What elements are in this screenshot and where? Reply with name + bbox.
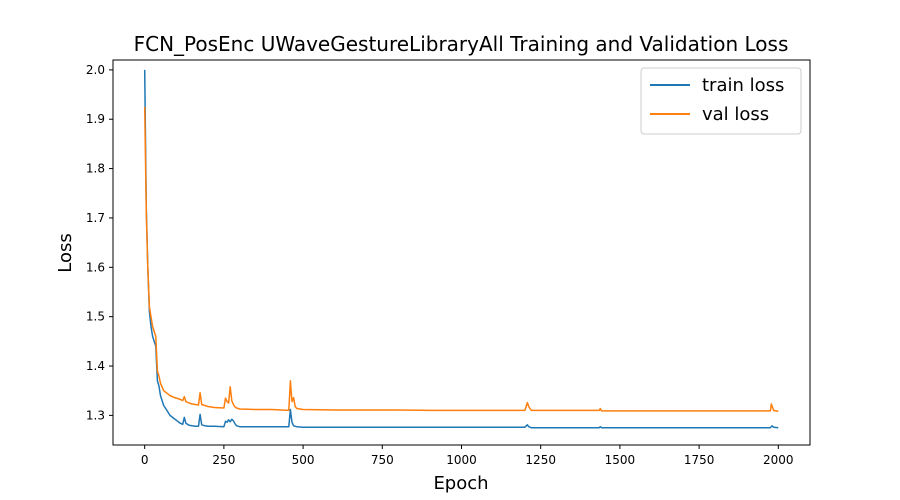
series-line-train-loss	[143, 69, 779, 429]
x-tick-label: 750	[371, 453, 394, 467]
y-tick-label: 2.0	[86, 63, 105, 77]
x-tick-label: 1250	[525, 453, 556, 467]
chart-title: FCN_PosEnc UWaveGestureLibraryAll Traini…	[134, 32, 789, 56]
y-tick-label: 1.7	[86, 211, 105, 225]
x-tick-label: 250	[212, 453, 235, 467]
legend-label-train-loss: train loss	[702, 75, 784, 96]
y-tick-label: 1.5	[86, 310, 105, 324]
y-tick-label: 1.8	[86, 162, 105, 176]
legend: train loss val loss	[640, 67, 802, 135]
y-axis-label: Loss	[55, 233, 76, 272]
y-axis: 1.3 1.4 1.5 1.6 1.7 1.8 1.9 2.0	[86, 63, 113, 422]
series-line-val-loss	[143, 106, 779, 413]
x-tick-label: 2000	[763, 453, 794, 467]
legend-label-val-loss: val loss	[702, 104, 769, 125]
x-tick-label: 500	[292, 453, 315, 467]
series-layer	[143, 69, 779, 429]
y-tick-label: 1.6	[86, 260, 105, 274]
x-tick-label: 1750	[684, 453, 715, 467]
x-axis-label: Epoch	[433, 473, 488, 494]
x-axis: 0 250 500 750 1000 1250 1500 1750 2000	[141, 445, 794, 467]
x-tick-label: 0	[141, 453, 149, 467]
y-tick-label: 1.4	[86, 359, 105, 373]
x-tick-label: 1500	[605, 453, 636, 467]
y-tick-label: 1.9	[86, 112, 105, 126]
y-tick-label: 1.3	[86, 408, 105, 422]
x-tick-label: 1000	[446, 453, 477, 467]
